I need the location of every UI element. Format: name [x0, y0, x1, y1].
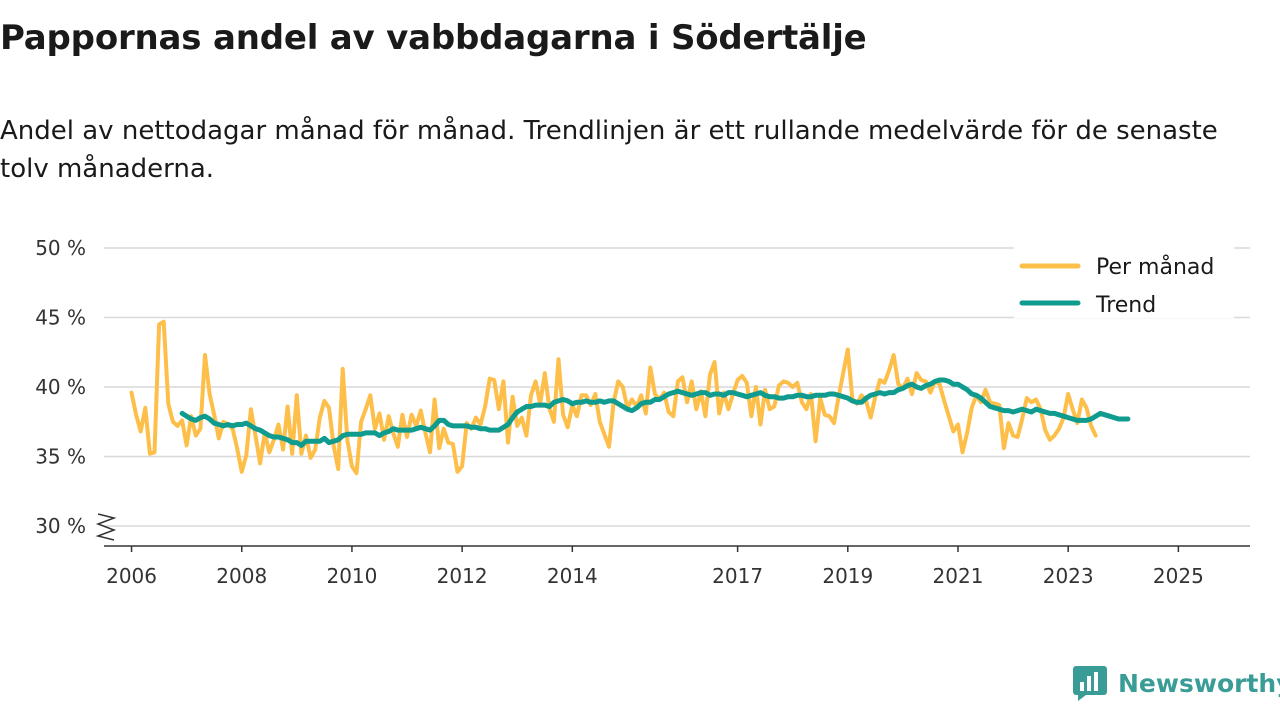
brand-name: Newsworthy — [1118, 668, 1280, 698]
x-axis: 2006 2008 2010 2012 2014 2017 2019 2021 2023 2025 — [104, 545, 1250, 588]
chart-subtitle: Andel av nettodagar månad för månad. Tre… — [0, 116, 1218, 184]
newsworthy-logo-icon — [1073, 666, 1107, 701]
x-tick-label: 2006 — [106, 564, 157, 588]
chart-title: Pappornas andel av vabbdagarna i Södertä… — [0, 18, 867, 58]
series-line-monthly — [129, 319, 1098, 476]
y-tick-label: 35 % — [35, 445, 86, 469]
x-tick-label: 2025 — [1153, 564, 1204, 588]
x-tick-label: 2012 — [437, 564, 488, 588]
brand-logo: Newsworthy — [1072, 664, 1280, 702]
legend-background — [1014, 246, 1234, 318]
x-tick-label: 2017 — [712, 564, 763, 588]
x-tick-label: 2008 — [216, 564, 267, 588]
x-tick-label: 2019 — [822, 564, 873, 588]
legend-label-monthly: Per månad — [1096, 254, 1214, 280]
legend-label-trend: Trend — [1095, 293, 1156, 318]
y-tick-label: 45 % — [35, 306, 86, 330]
series-lines — [129, 319, 1131, 476]
x-tick-label: 2010 — [326, 564, 377, 588]
y-tick-label: 40 % — [35, 375, 86, 399]
y-tick-label: 30 % — [35, 514, 86, 538]
y-tick-label: 50 % — [35, 236, 86, 260]
series-line-trend — [179, 377, 1131, 448]
x-tick-label: 2021 — [933, 564, 984, 588]
x-tick-label: 2023 — [1043, 564, 1094, 588]
y-axis-ticks: 30 % 35 % 40 % 45 % 50 % — [35, 236, 117, 541]
x-tick-label: 2014 — [547, 564, 598, 588]
legend: Per månad Trend — [1014, 246, 1234, 318]
axis-break-icon — [95, 513, 117, 541]
